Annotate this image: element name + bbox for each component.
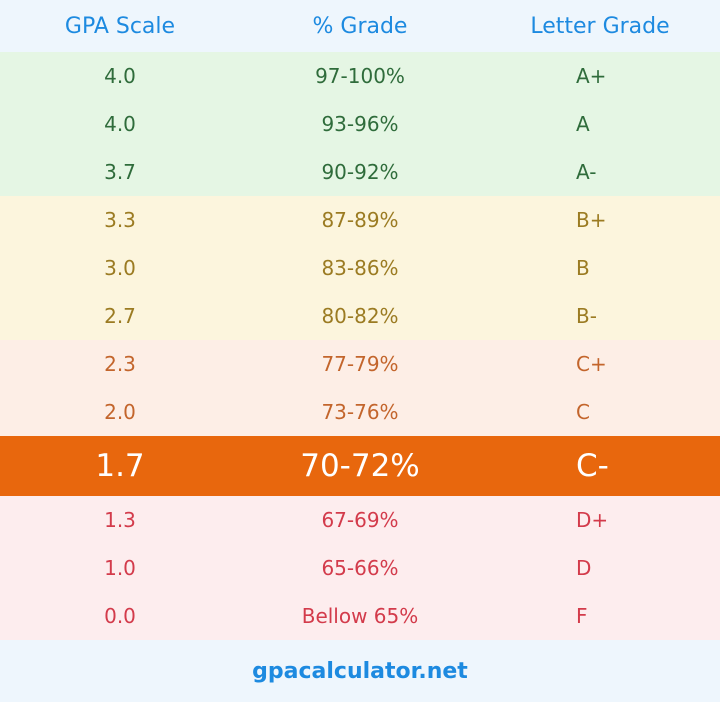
table-cell: 77-79% [321,352,399,376]
table-row: 2.0 73-76% C [0,388,720,436]
header-cell: GPA Scale [64,13,176,39]
table-row: 0.0 Bellow 65% F [0,592,720,640]
table-row: 3.7 90-92% A- [0,148,720,196]
table-row: 2.3 77-79% C+ [0,340,720,388]
table-cell: 70-72% [300,448,420,484]
table-cell: B [576,256,590,280]
table-cell: 1.3 [104,508,136,532]
table-cell: 0.0 [104,604,136,628]
table-cell: 4.0 [104,112,136,136]
footer: gpacalculator.net [0,640,720,702]
table-cell: 3.3 [104,208,136,232]
table-cell: F [576,604,588,628]
table-row: 2.7 80-82% B- [0,292,720,340]
table-cell: C+ [576,352,607,376]
table-cell: 2.7 [104,304,136,328]
table-row: 3.0 83-86% B [0,244,720,292]
header-cell: % Grade [312,13,408,39]
table-row: 3.3 87-89% B+ [0,196,720,244]
table-row: 1.0 65-66% D [0,544,720,592]
table-cell: 1.7 [95,448,145,484]
table-cell: 87-89% [321,208,399,232]
table-cell: 67-69% [321,508,399,532]
table-cell: 65-66% [321,556,399,580]
table-cell: Bellow 65% [301,604,419,628]
table-cell: 83-86% [321,256,399,280]
table-cell: A [576,112,590,136]
header-row: GPA Scale % Grade Letter Grade [0,0,720,52]
table-cell: D+ [576,508,609,532]
table-cell: 4.0 [104,64,136,88]
table-row: 1.3 67-69% D+ [0,496,720,544]
table-cell: 2.3 [104,352,136,376]
table-cell: A- [576,160,597,184]
table-cell: 93-96% [321,112,399,136]
table-cell: A+ [576,64,607,88]
table-cell: 73-76% [321,400,399,424]
table-cell: 90-92% [321,160,399,184]
table-cell: 1.0 [104,556,136,580]
table-body: 4.0 97-100% A+ 4.0 93-96% A 3.7 90-92% A- 3.3 87-8… [0,52,720,640]
table-cell: 3.7 [104,160,136,184]
table-cell: C [576,400,590,424]
table-cell: C- [576,448,609,484]
table-row: 4.0 97-100% A+ [0,52,720,100]
header-cell: Letter Grade [530,13,670,39]
table-row: 4.0 93-96% A [0,100,720,148]
table-cell: 97-100% [315,64,405,88]
table-cell: 2.0 [104,400,136,424]
table-row: 1.7 70-72% C- [0,436,720,496]
table-cell: D [576,556,592,580]
table-cell: B+ [576,208,607,232]
table-cell: 3.0 [104,256,136,280]
table-cell: 80-82% [321,304,399,328]
table-cell: B- [576,304,597,328]
